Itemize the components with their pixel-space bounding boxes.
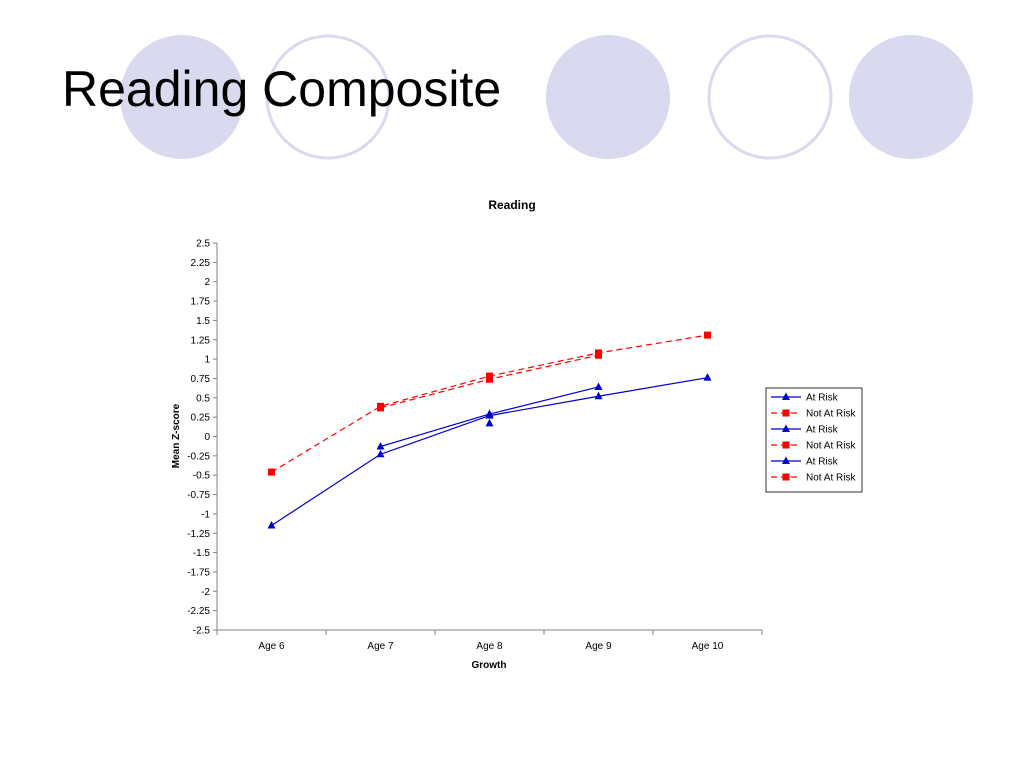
data-point (376, 449, 385, 458)
data-point (594, 391, 603, 400)
data-point (703, 373, 712, 381)
y-tick-label: -0.75 (187, 490, 210, 501)
chart-title: Reading (488, 198, 535, 212)
y-tick-label: -1.25 (187, 529, 210, 540)
y-tick-label: 0.75 (191, 374, 211, 385)
x-tick-label: Age 7 (367, 641, 394, 652)
series-line (271, 334, 708, 473)
chart-legend: At Risk Not At Risk At Risk Not At Risk At R… (765, 387, 863, 493)
legend-swatch-marker (782, 424, 790, 432)
chart-axes: 2.5 2.25 2 1.75 1.5 1.25 1 0.75 0.5 0.25 0 -0.25 -0.… (187, 239, 763, 652)
decor-circle-ring-2 (707, 34, 833, 160)
y-tick-label: -0.25 (187, 451, 210, 462)
decorative-circles (120, 34, 973, 160)
legend-swatch-marker (782, 473, 790, 481)
legend-entry: At Risk (806, 425, 839, 436)
y-tick-label: 2.25 (191, 258, 211, 269)
data-point (268, 468, 275, 476)
slide-title: Reading Composite (62, 61, 502, 117)
legend-entry: At Risk (806, 457, 839, 468)
data-point (485, 409, 494, 418)
series-1 (268, 331, 711, 476)
y-tick-label: 2.5 (196, 239, 210, 250)
legend-swatch-marker (782, 392, 790, 400)
y-tick-label: -2.5 (193, 626, 211, 637)
y-tick-label: 1.5 (196, 316, 210, 327)
y-axis-label: Mean Z-score (171, 403, 182, 468)
y-tick-label: 2 (204, 277, 210, 288)
legend-swatch-marker (782, 441, 790, 449)
data-point (377, 404, 384, 412)
series-line (271, 377, 708, 527)
x-tick-label: Age 8 (476, 641, 503, 652)
decor-circle-filled-2 (546, 35, 670, 159)
y-tick-label: 0.25 (191, 413, 211, 424)
y-tick-label: 0.5 (196, 393, 210, 404)
decor-circle-filled-1 (120, 35, 244, 159)
y-tick-label: 1.75 (191, 297, 211, 308)
series-3 (377, 351, 602, 412)
y-tick-label: 1.25 (191, 335, 211, 346)
data-point (704, 331, 711, 339)
legend-entry: Not At Risk (806, 441, 856, 452)
data-point (594, 382, 603, 390)
y-tick-label: -1.5 (193, 548, 211, 559)
legend-swatch-marker (782, 456, 790, 464)
decor-circle-filled-3 (849, 35, 973, 159)
data-point (376, 442, 385, 450)
y-tick-label: -0.5 (193, 471, 211, 482)
data-point (267, 521, 276, 529)
data-point (486, 375, 493, 383)
legend-box (765, 387, 863, 493)
x-tick-label: Age 9 (585, 641, 612, 652)
legend-entry: Not At Risk (806, 409, 856, 420)
x-tick-label: Age 10 (692, 641, 724, 652)
y-tick-label: -2 (201, 587, 210, 598)
legend-entry: Not At Risk (806, 473, 856, 484)
series-2 (376, 382, 603, 450)
legend-entry: At Risk (806, 393, 839, 404)
y-tick-label: 1 (204, 355, 210, 366)
series-0 (267, 373, 712, 529)
x-tick-label: Age 6 (258, 641, 285, 652)
y-tick-label: 0 (204, 432, 210, 443)
legend-swatch-marker (782, 409, 790, 417)
series-4 (485, 418, 494, 427)
chart-plot-area (267, 331, 712, 529)
y-tick-label: -2.25 (187, 606, 210, 617)
x-axis-label: Growth (472, 660, 507, 671)
y-tick-label: -1 (201, 509, 210, 520)
decor-circle-ring-1 (265, 34, 391, 160)
y-tick-label: -1.75 (187, 567, 210, 578)
data-point (595, 351, 602, 359)
data-point (485, 418, 494, 427)
